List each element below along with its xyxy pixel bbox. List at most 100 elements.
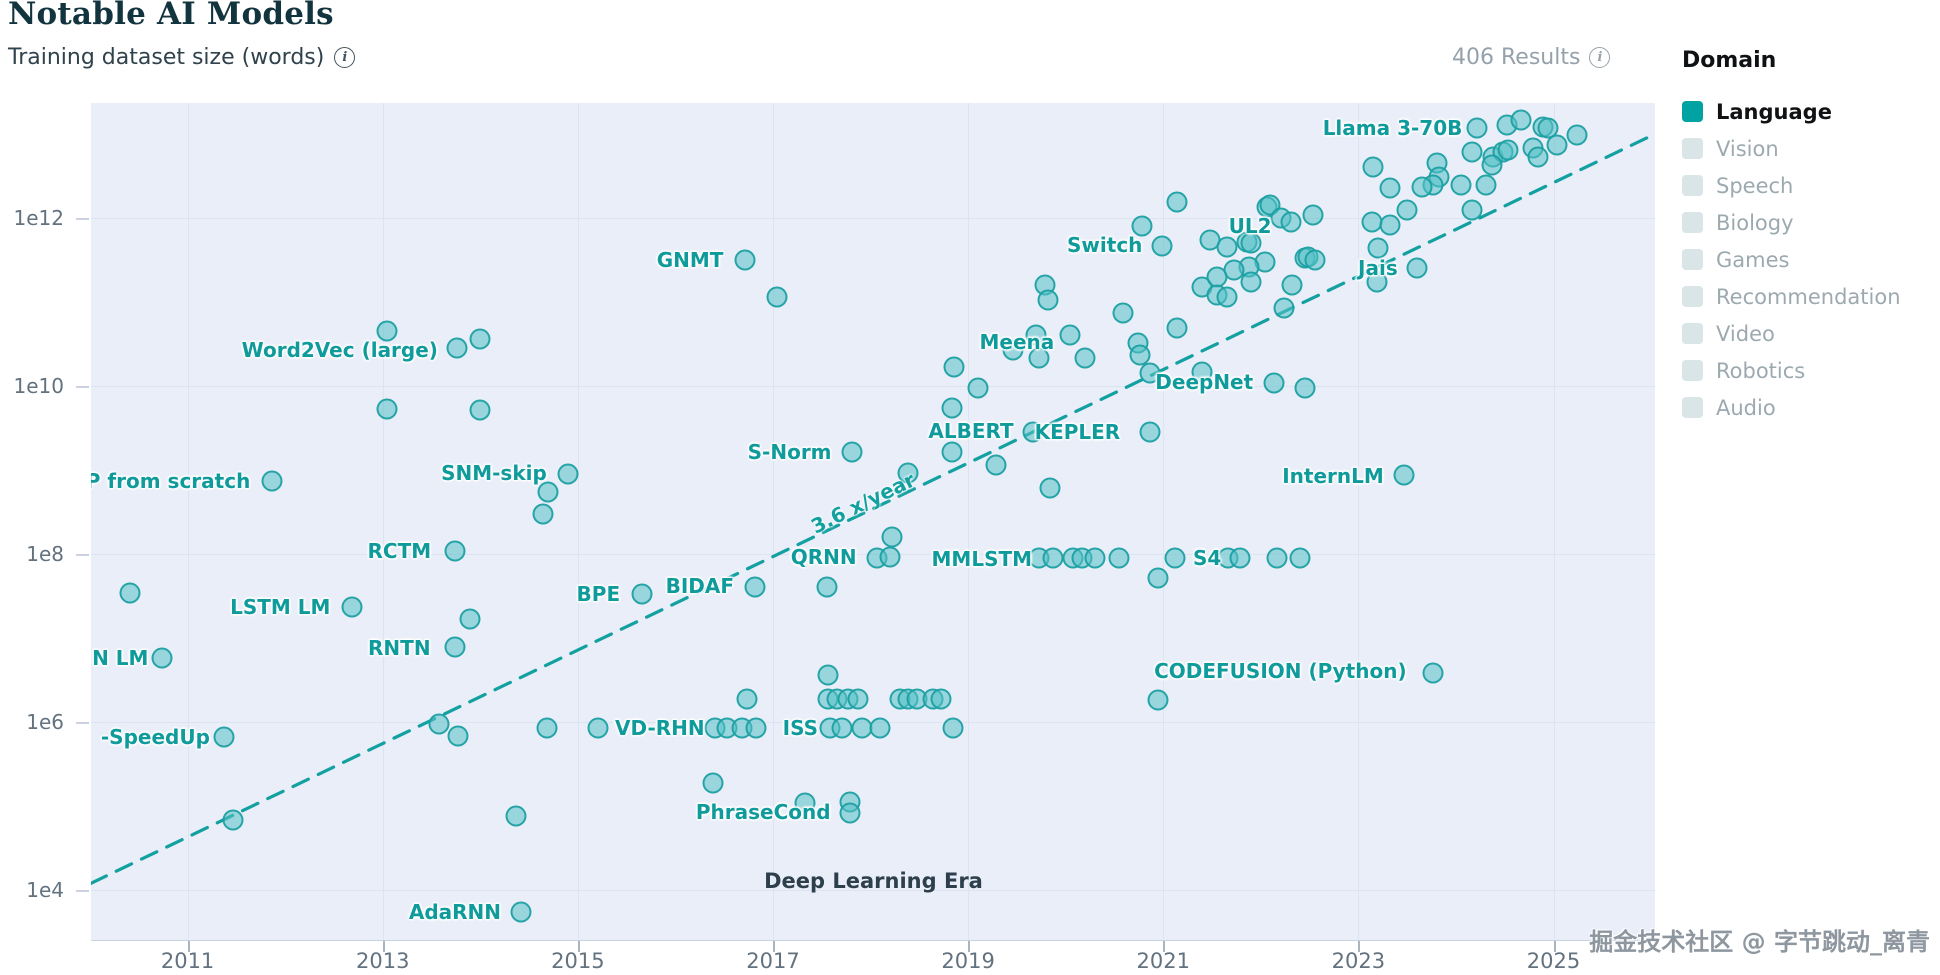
data-point[interactable] [1396, 199, 1418, 221]
data-point[interactable] [1280, 211, 1302, 233]
data-point[interactable] [1166, 317, 1188, 339]
data-point[interactable] [213, 726, 235, 748]
legend-swatch-icon[interactable] [1682, 286, 1703, 307]
data-point[interactable] [1108, 547, 1130, 569]
data-point[interactable] [702, 772, 723, 794]
data-point[interactable] [941, 441, 963, 463]
data-point[interactable] [447, 725, 469, 747]
data-point[interactable] [897, 462, 919, 484]
data-point[interactable] [1059, 324, 1081, 346]
data-point[interactable] [1139, 362, 1161, 384]
data-point[interactable] [1510, 109, 1532, 131]
data-point[interactable] [505, 805, 527, 827]
data-point[interactable] [428, 713, 450, 735]
data-point[interactable] [1147, 567, 1169, 589]
legend-item-video[interactable]: Video [1682, 315, 1932, 352]
data-point[interactable] [1147, 689, 1169, 711]
data-point[interactable] [1379, 214, 1401, 236]
data-point[interactable] [816, 576, 838, 598]
data-point[interactable] [536, 717, 558, 739]
data-point[interactable] [1406, 257, 1428, 279]
data-point[interactable] [734, 249, 756, 271]
data-point[interactable] [1039, 477, 1061, 499]
legend-item-language[interactable]: Language [1682, 93, 1932, 130]
data-point[interactable] [469, 399, 491, 421]
data-point[interactable] [1084, 547, 1106, 569]
data-point[interactable] [930, 688, 952, 710]
data-point[interactable] [446, 337, 468, 359]
data-point[interactable] [1112, 302, 1134, 324]
data-point[interactable] [1411, 176, 1433, 198]
data-point[interactable] [1422, 662, 1444, 684]
legend-swatch-icon[interactable] [1682, 212, 1703, 233]
data-point[interactable] [1481, 154, 1503, 176]
legend-item-vision[interactable]: Vision [1682, 130, 1932, 167]
legend-item-recommendation[interactable]: Recommendation [1682, 278, 1932, 315]
data-point[interactable] [1566, 124, 1588, 146]
data-point[interactable] [881, 526, 903, 548]
legend-swatch-icon[interactable] [1682, 249, 1703, 270]
data-point[interactable] [537, 481, 559, 503]
info-icon[interactable]: i [334, 47, 356, 68]
results-info-icon[interactable]: i [1589, 47, 1611, 68]
data-point[interactable] [510, 901, 532, 923]
data-point[interactable] [967, 377, 989, 399]
data-point[interactable] [1002, 339, 1024, 361]
data-point[interactable] [942, 717, 964, 739]
data-point[interactable] [1304, 249, 1326, 271]
legend-item-biology[interactable]: Biology [1682, 204, 1932, 241]
data-point[interactable] [1461, 199, 1483, 221]
legend-item-robotics[interactable]: Robotics [1682, 352, 1932, 389]
data-point[interactable] [1191, 361, 1213, 383]
legend-item-audio[interactable]: Audio [1682, 389, 1932, 426]
data-point[interactable] [744, 576, 766, 598]
data-point[interactable] [444, 540, 466, 562]
data-point[interactable] [376, 320, 398, 342]
data-point[interactable] [1475, 174, 1497, 196]
data-point[interactable] [736, 688, 758, 710]
data-point[interactable] [1379, 177, 1401, 199]
data-point[interactable] [1393, 464, 1415, 486]
data-point[interactable] [1497, 139, 1519, 161]
data-point[interactable] [1042, 547, 1064, 569]
data-point[interactable] [1025, 324, 1047, 346]
data-point[interactable] [841, 441, 863, 463]
data-point[interactable] [341, 596, 363, 618]
data-point[interactable] [1164, 547, 1186, 569]
data-point[interactable] [1151, 235, 1173, 257]
data-point[interactable] [794, 792, 816, 814]
data-point[interactable] [766, 286, 788, 308]
data-point[interactable] [1461, 141, 1483, 163]
data-point[interactable] [1216, 236, 1238, 258]
data-point[interactable] [1131, 215, 1153, 237]
data-point[interactable] [1289, 547, 1311, 569]
data-point[interactable] [1302, 204, 1324, 226]
data-point[interactable] [1139, 421, 1161, 443]
data-point[interactable] [557, 463, 579, 485]
data-point[interactable] [1367, 237, 1389, 259]
data-point[interactable] [985, 454, 1007, 476]
data-point[interactable] [943, 356, 965, 378]
legend-swatch-icon[interactable] [1682, 175, 1703, 196]
data-point[interactable] [1216, 286, 1238, 308]
data-point[interactable] [532, 503, 554, 525]
data-point[interactable] [444, 636, 466, 658]
data-point[interactable] [1129, 344, 1151, 366]
data-point[interactable] [1362, 156, 1384, 178]
data-point[interactable] [261, 470, 283, 492]
data-point[interactable] [817, 664, 839, 686]
legend-swatch-icon[interactable] [1682, 138, 1703, 159]
data-point[interactable] [745, 717, 767, 739]
data-point[interactable] [1527, 146, 1549, 168]
data-point[interactable] [1240, 232, 1262, 254]
data-point[interactable] [1546, 134, 1568, 156]
data-point[interactable] [631, 583, 653, 605]
data-point[interactable] [151, 647, 173, 669]
data-point[interactable] [1263, 372, 1285, 394]
data-point[interactable] [1294, 377, 1316, 399]
data-point[interactable] [222, 809, 244, 831]
data-point[interactable] [1537, 117, 1559, 139]
data-point[interactable] [1273, 297, 1295, 319]
data-point[interactable] [1037, 289, 1059, 311]
data-point[interactable] [587, 717, 609, 739]
